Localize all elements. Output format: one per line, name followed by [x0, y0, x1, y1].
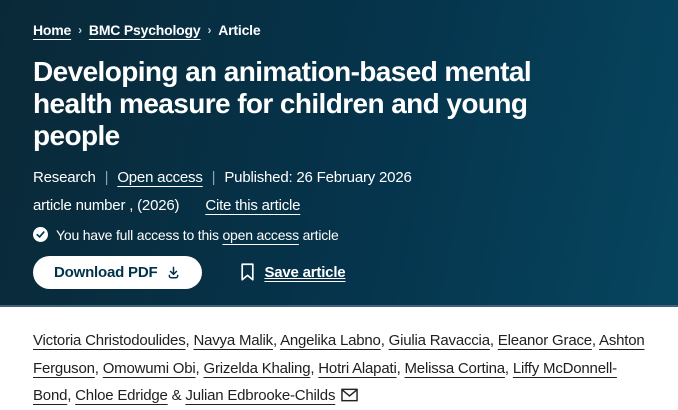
- access-note: You have full access to this open access…: [33, 227, 645, 243]
- article-meta-row: Research | Open access | Published: 26 Febru…: [33, 169, 645, 186]
- download-pdf-label: Download PDF: [54, 263, 158, 281]
- author-link[interactable]: Navya Malik: [193, 332, 273, 349]
- save-article-button[interactable]: Save article: [240, 263, 346, 281]
- author-names: Victoria Christodoulides, Navya Malik, A…: [33, 332, 645, 404]
- author-link[interactable]: Ashton Ferguson: [33, 332, 645, 377]
- article-title: Developing an animation-based mental hea…: [33, 56, 532, 151]
- author-link[interactable]: Melissa Cortina: [404, 359, 506, 377]
- author-link[interactable]: Hotri Alapati: [318, 359, 397, 377]
- author-link[interactable]: Victoria Christodoulides: [33, 332, 186, 349]
- author-link[interactable]: Angelika Labno: [280, 332, 381, 349]
- author-link[interactable]: Liffy McDonnell-Bond: [33, 359, 617, 405]
- access-note-text: You have full access to this open access…: [56, 227, 339, 243]
- breadcrumb-separator-icon: ›: [207, 23, 212, 37]
- bookmark-icon: [241, 263, 255, 281]
- author-link[interactable]: Eleanor Grace: [497, 332, 592, 349]
- breadcrumb-separator-icon: ›: [78, 23, 82, 37]
- citation-info: article number , (2026): [33, 196, 180, 214]
- article-header: Home › BMC Psychology › Article Developing a…: [0, 0, 678, 307]
- author-link[interactable]: Julian Edbrooke-Childs: [185, 387, 336, 404]
- published-date: Published: 26 February 2026: [224, 168, 412, 186]
- open-access-link[interactable]: Open access: [117, 168, 203, 186]
- actions-row: Download PDF Save article: [33, 255, 645, 289]
- check-circle-icon: [33, 227, 48, 243]
- download-pdf-button[interactable]: Download PDF: [33, 255, 203, 289]
- access-note-prefix: You have full access to this: [56, 226, 219, 243]
- email-envelope-icon[interactable]: [341, 388, 359, 402]
- access-open-access-link[interactable]: open access: [222, 226, 299, 243]
- author-link[interactable]: Giulia Ravaccia: [388, 332, 490, 349]
- author-list: Victoria Christodoulides, Navya Malik, A…: [33, 327, 645, 410]
- citation-row: article number , (2026) Cite this article: [33, 197, 645, 214]
- author-link[interactable]: Grizelda Khaling: [203, 359, 311, 377]
- authors-section: Victoria Christodoulides, Navya Malik, A…: [0, 307, 678, 410]
- meta-separator: |: [104, 168, 109, 186]
- article-type-label: Research: [33, 168, 96, 186]
- save-article-label: Save article: [264, 263, 346, 281]
- breadcrumb-current-page: Article: [218, 22, 261, 38]
- cite-this-article-link[interactable]: Cite this article: [205, 196, 301, 214]
- breadcrumb-journal-link[interactable]: BMC Psychology: [88, 22, 201, 38]
- breadcrumb-home-link[interactable]: Home: [33, 22, 72, 38]
- breadcrumb: Home › BMC Psychology › Article: [33, 22, 645, 38]
- author-link[interactable]: Omowumi Obi: [102, 359, 196, 377]
- meta-separator: |: [211, 168, 216, 186]
- download-icon: [169, 266, 179, 279]
- access-note-suffix: article: [302, 226, 339, 243]
- author-link[interactable]: Chloe Edridge: [75, 387, 168, 404]
